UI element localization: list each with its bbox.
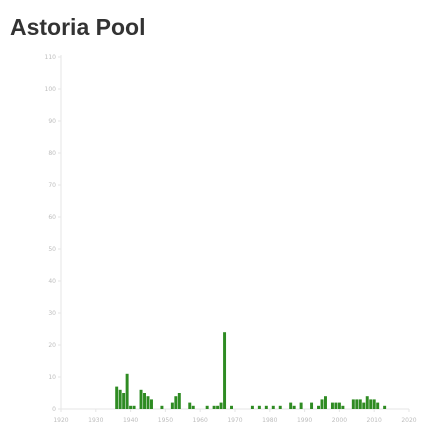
bar [219,402,223,409]
bar [383,405,387,409]
x-tick-label: 2010 [367,417,382,424]
bar [372,399,376,409]
bar [223,332,227,409]
bar [143,393,146,409]
x-axis: 1920 1930 1940 1950 1960 1970 1980 1990 2000 2010… [53,408,417,424]
bar [129,405,133,409]
bar [139,389,143,409]
y-axis: 0 10 20 30 40 50 60 70 80 90 100 110 [45,54,62,413]
y-tick-label: 10 [48,374,56,381]
x-tick-label: 1990 [297,417,312,424]
bar [289,402,293,409]
x-tick-label: 1960 [193,417,208,424]
bar [115,386,119,409]
bar [358,399,362,409]
bar [125,373,129,409]
bar [257,405,261,409]
bar [351,399,355,409]
bar [292,405,296,409]
x-tick-label: 1920 [53,417,68,424]
bar [355,399,359,409]
bar [365,396,369,409]
y-tick-label: 30 [48,310,56,317]
bar [230,405,233,409]
bar [362,402,366,409]
bar [212,405,216,409]
bar [299,402,303,409]
bar [160,405,164,409]
bar [216,405,220,409]
x-tick-label: 1950 [158,417,173,424]
bar [264,405,268,409]
bar [177,393,181,409]
bar [174,396,178,409]
bar [310,402,314,409]
bar [330,402,334,409]
y-tick-label: 90 [48,118,56,125]
x-tick-label: 2000 [332,417,347,424]
y-tick-label: 0 [52,406,56,413]
bar [132,405,136,409]
y-tick-label: 20 [48,342,56,349]
y-tick-label: 70 [48,182,56,189]
x-tick-label: 1930 [88,417,103,424]
bar [122,393,126,409]
y-tick-label: 110 [45,54,57,61]
bar [324,396,327,409]
bar [146,396,150,409]
bar [250,405,254,409]
bar [170,402,174,409]
y-tick-label: 80 [48,150,56,157]
bar [150,399,153,409]
bar [320,399,324,409]
bar [278,405,282,409]
bar [376,402,380,409]
y-tick-label: 50 [48,246,56,253]
x-tick-label: 1970 [227,417,242,424]
bar [118,389,122,409]
bar [337,402,341,409]
x-tick-label: 1940 [123,417,138,424]
bar [271,405,275,409]
bar [317,405,320,409]
bars [115,332,387,409]
y-tick-label: 60 [48,214,56,221]
bar [334,402,338,409]
y-tick-label: 40 [48,278,56,285]
bar [341,405,345,409]
bar [205,405,209,409]
bar [188,402,192,409]
x-tick-label: 2020 [401,417,416,424]
bar [369,399,373,409]
x-tick-label: 1980 [262,417,277,424]
bar [191,405,195,409]
chart-title: Astoria Pool [10,14,146,40]
y-tick-label: 100 [45,86,57,93]
